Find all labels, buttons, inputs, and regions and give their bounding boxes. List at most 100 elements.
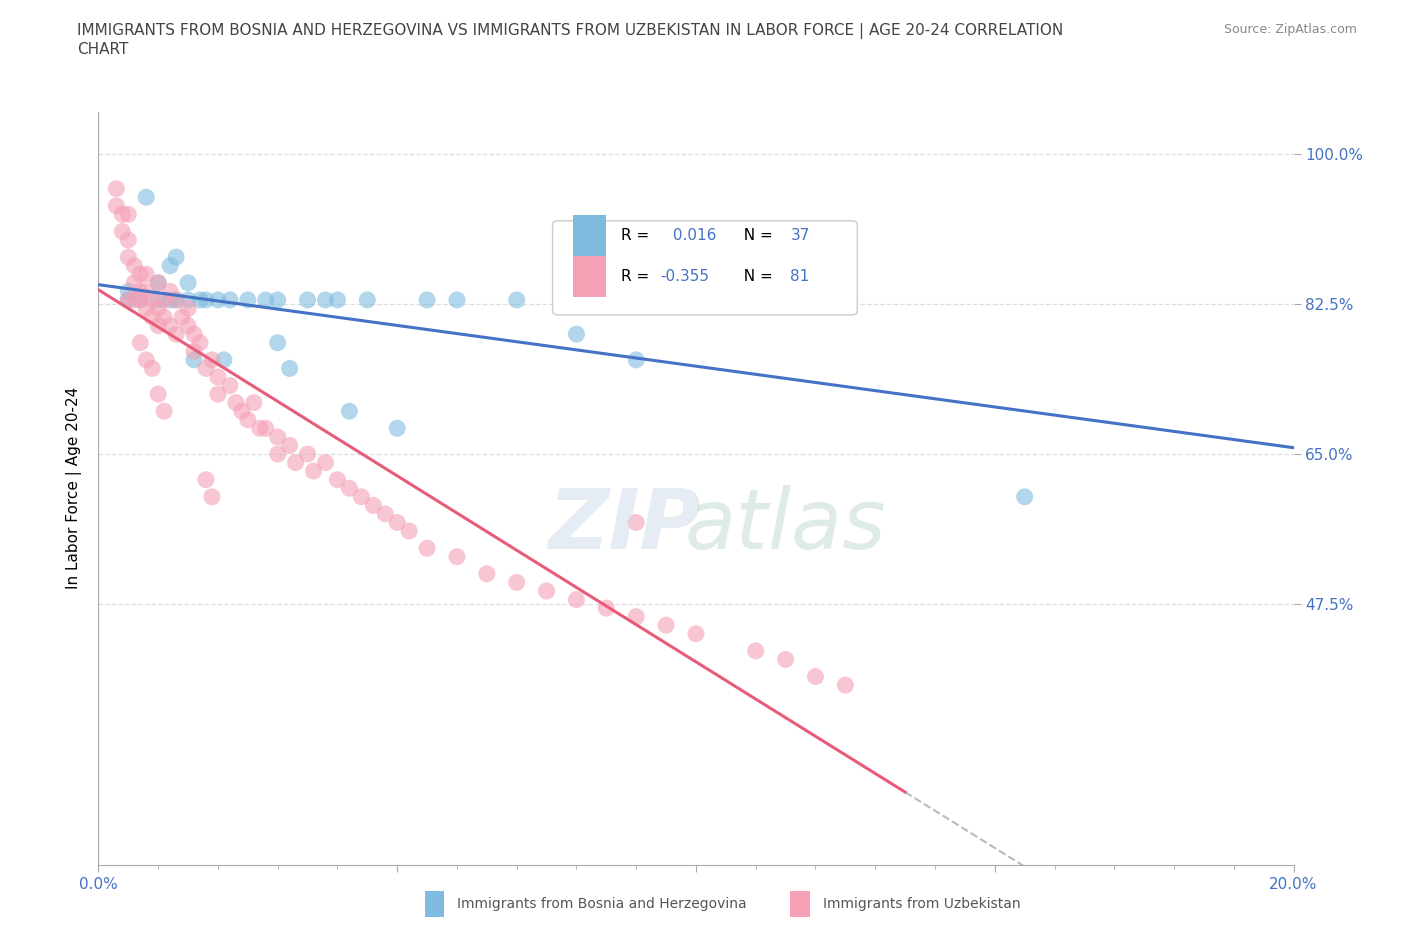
Point [565, 592, 588, 607]
Point [1014, 489, 1036, 504]
Point [249, 421, 271, 436]
Point [117, 284, 139, 299]
Point [117, 292, 139, 307]
Point [326, 472, 349, 487]
Point [267, 430, 290, 445]
Point [284, 455, 307, 470]
Point [159, 259, 181, 273]
Point [297, 292, 319, 307]
Text: Immigrants from Bosnia and Herzegovina: Immigrants from Bosnia and Herzegovina [457, 897, 747, 911]
Point [212, 352, 235, 367]
Text: 0.016: 0.016 [668, 228, 717, 243]
Point [148, 301, 170, 316]
Text: R =: R = [620, 269, 654, 284]
Point [775, 652, 797, 667]
Point [315, 455, 337, 470]
Point [626, 352, 648, 367]
Text: ZIP: ZIP [548, 485, 700, 566]
Point [385, 515, 409, 530]
Point [219, 379, 242, 393]
Point [183, 352, 205, 367]
Point [207, 292, 229, 307]
Point [129, 267, 152, 282]
Text: Immigrants from Uzbekistan: Immigrants from Uzbekistan [823, 897, 1021, 911]
Point [148, 292, 170, 307]
Point [111, 206, 134, 221]
Point [201, 489, 224, 504]
Point [124, 275, 146, 290]
Point [745, 292, 768, 307]
Point [165, 249, 187, 264]
Point [165, 292, 187, 307]
Point [135, 301, 157, 316]
Point [475, 566, 498, 581]
Text: -0.355: -0.355 [661, 269, 709, 284]
Text: 81: 81 [790, 269, 810, 284]
Point [267, 292, 290, 307]
Point [165, 326, 187, 341]
Point [446, 292, 468, 307]
Point [105, 181, 128, 196]
Point [297, 446, 319, 461]
Point [124, 292, 146, 307]
Point [416, 540, 439, 555]
Point [278, 438, 301, 453]
Point [135, 284, 157, 299]
Point [183, 344, 205, 359]
Point [315, 292, 337, 307]
Text: N =: N = [734, 228, 778, 243]
Text: Source: ZipAtlas.com: Source: ZipAtlas.com [1223, 23, 1357, 36]
Point [153, 292, 176, 307]
Point [148, 275, 170, 290]
Point [172, 310, 194, 325]
Text: 37: 37 [790, 228, 810, 243]
Point [446, 550, 468, 565]
Point [129, 292, 152, 307]
Point [141, 361, 163, 376]
Bar [572, 256, 606, 297]
Point [159, 318, 181, 333]
Point [207, 387, 229, 402]
Point [141, 310, 163, 325]
Text: IMMIGRANTS FROM BOSNIA AND HERZEGOVINA VS IMMIGRANTS FROM UZBEKISTAN IN LABOR FO: IMMIGRANTS FROM BOSNIA AND HERZEGOVINA V… [77, 23, 1063, 39]
Y-axis label: In Labor Force | Age 20-24: In Labor Force | Age 20-24 [66, 387, 82, 590]
Point [225, 395, 247, 410]
Point [363, 498, 385, 512]
Point [159, 292, 181, 307]
Point [188, 336, 211, 351]
Point [183, 326, 205, 341]
Point [117, 206, 139, 221]
Point [339, 404, 361, 418]
Point [195, 361, 218, 376]
Point [231, 404, 253, 418]
Point [207, 369, 229, 384]
Point [356, 292, 378, 307]
Point [685, 292, 707, 307]
Point [195, 292, 218, 307]
Point [745, 644, 768, 658]
Point [302, 464, 325, 479]
Point [135, 267, 157, 282]
Point [201, 352, 224, 367]
Point [159, 284, 181, 299]
Bar [572, 215, 606, 257]
Point [129, 336, 152, 351]
Point [565, 326, 588, 341]
Point [177, 292, 200, 307]
Point [326, 292, 349, 307]
Point [135, 190, 157, 205]
Point [254, 421, 277, 436]
Point [177, 275, 200, 290]
Point [385, 421, 409, 436]
Point [374, 507, 396, 522]
Point [148, 318, 170, 333]
Point [188, 292, 211, 307]
Point [254, 292, 277, 307]
Point [416, 292, 439, 307]
Point [124, 259, 146, 273]
Point [834, 678, 856, 693]
Point [177, 318, 200, 333]
Point [236, 292, 259, 307]
Point [129, 292, 152, 307]
Text: R =: R = [620, 228, 654, 243]
